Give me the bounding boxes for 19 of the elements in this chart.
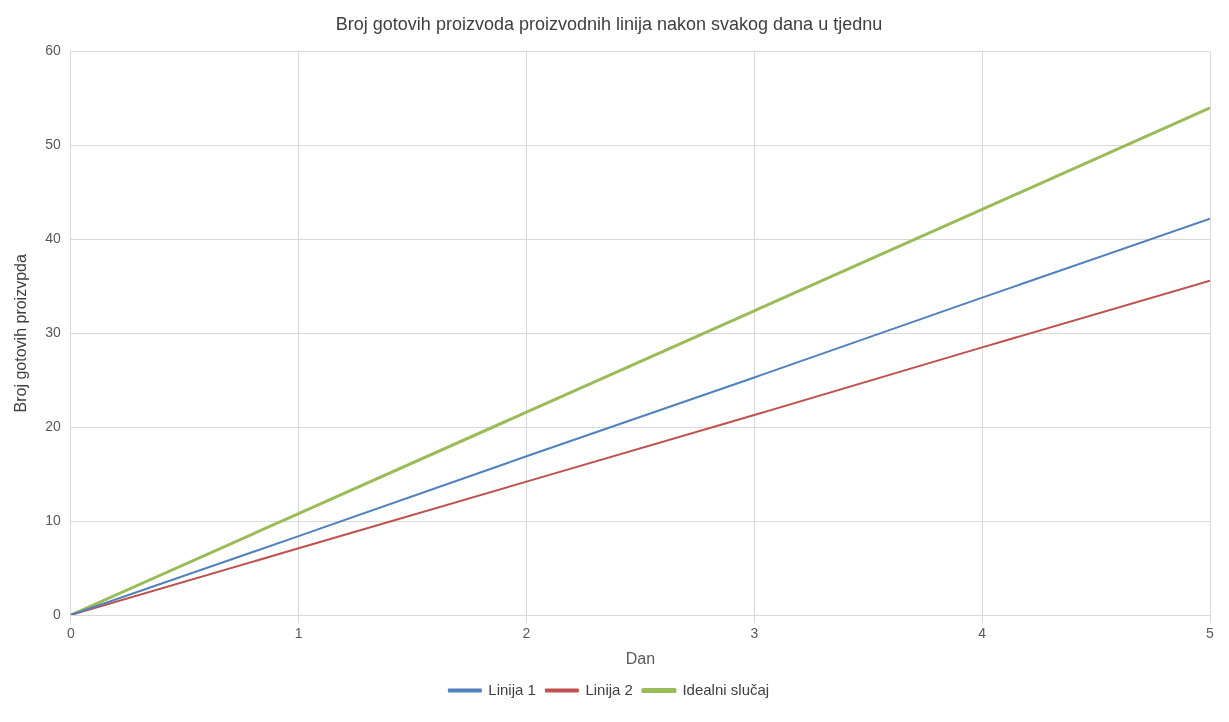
x-tick-label: 3 [750,625,759,642]
y-tick-label: 20 [45,418,61,435]
chart-title: Broj gotovih proizvoda proizvodnih linija nakon svakog dana u tjednu [335,13,883,34]
x-tick-label: 4 [978,625,987,642]
y-tick-label: 0 [52,605,61,622]
y-tick-label: 10 [45,511,61,528]
x-tick-label: 2 [522,625,531,642]
x-tick-label: 0 [66,625,75,642]
y-tick-label: 40 [45,230,61,247]
legend-label: Linija 2 [585,680,633,698]
legend-label: Idealni slučaj [682,680,770,698]
y-tick-label: 50 [45,136,61,153]
x-axis-title: Dan [625,649,656,667]
y-tick-label: 60 [45,42,61,59]
y-tick-label: 30 [45,324,61,341]
x-tick-label: 5 [1206,625,1215,642]
y-axis-title: Broj gotovih proizvpda [12,254,30,413]
x-tick-label: 1 [294,625,303,642]
legend-label: Linija 1 [488,680,536,698]
